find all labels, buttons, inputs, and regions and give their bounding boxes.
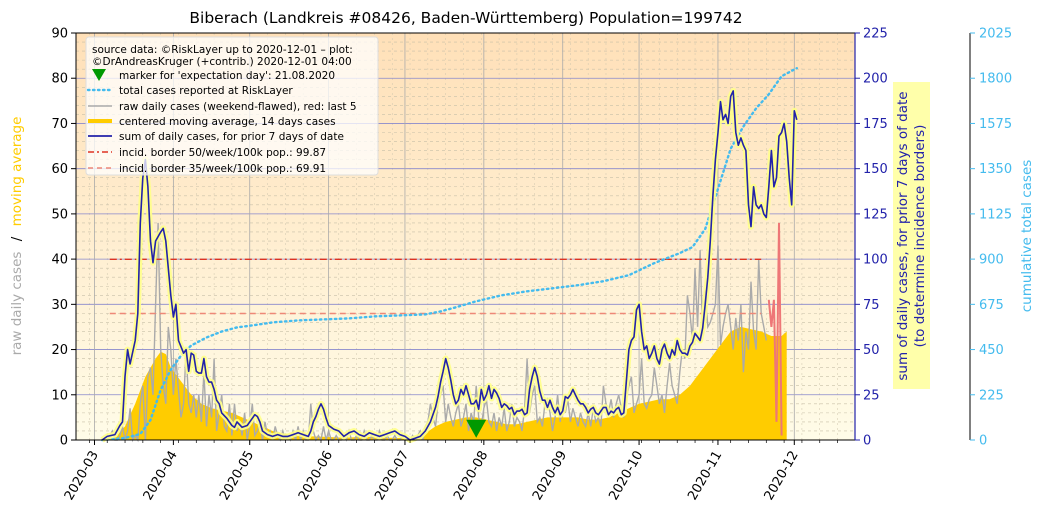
right2-tick-label: 1575 <box>979 117 1012 132</box>
x-tick-label: 2020-03 <box>62 449 102 504</box>
x-axis: 2020-03 2020-04 2020-05 2020-06 2020-07 2020-… <box>62 440 838 503</box>
series-raw-last5 <box>767 222 783 436</box>
left-axis-label-raw: raw daily cases <box>9 252 25 356</box>
left-tick-label: 80 <box>51 72 68 87</box>
legend-entry: total cases reported at RiskLayer <box>119 85 293 97</box>
legend-marker-triangle <box>92 69 106 81</box>
left-tick-label: 40 <box>51 253 68 268</box>
right2-tick-label: 1800 <box>979 72 1012 87</box>
left-tick-label: 50 <box>51 207 68 222</box>
right1-tick-label: 200 <box>863 72 888 87</box>
left-axis-label-ma: moving average <box>9 117 25 227</box>
right1-tick-label: 225 <box>863 27 888 42</box>
x-tick-label: 2020-05 <box>217 449 257 504</box>
left-tick-label: 10 <box>51 388 68 403</box>
right1-tick-label: 75 <box>863 298 880 313</box>
right2-tick-label: 1350 <box>979 162 1012 177</box>
expectation-day-marker <box>466 419 487 438</box>
legend-entry: ©DrAndreasKruger (+contrib.) 2020-12-01 … <box>92 56 352 68</box>
x-tick-label: 2020-08 <box>451 449 491 504</box>
moving-average-area <box>102 326 787 440</box>
chart-title: Biberach (Landkreis #08426, Baden-Württe… <box>189 9 742 27</box>
right1-tick-label: 150 <box>863 162 888 177</box>
right1-tick-label: 100 <box>863 253 888 268</box>
left-axis-label-slash: / <box>9 236 25 241</box>
right-axis-1-label-line2: (to determine incidence borders) <box>912 125 928 348</box>
right2-tick-label: 2025 <box>979 27 1012 42</box>
right2-tick-label: 1125 <box>979 207 1012 222</box>
right2-tick-label: 225 <box>979 388 1004 403</box>
legend-entry: incid. border 35/week/100k pop.: 69.91 <box>119 163 326 175</box>
left-tick-label: 30 <box>51 298 68 313</box>
right-axis-cumulative: 0 225 450 675 900 1125 1350 1575 1800 2025 <box>969 27 1012 449</box>
right2-tick-label: 900 <box>979 253 1004 268</box>
left-tick-label: 70 <box>51 117 68 132</box>
right-axis-2-label: cumulative total cases <box>1019 160 1035 313</box>
legend-entry: incid. border 50/week/100k pop.: 99.87 <box>119 147 326 159</box>
right-axis-1-label-box <box>893 82 930 389</box>
right2-tick-label: 0 <box>979 434 987 449</box>
right-axis-weekly-sum: 0 25 50 75 100 125 150 175 200 225 <box>854 27 888 449</box>
legend-entry: raw daily cases (weekend-flawed), red: l… <box>119 101 357 113</box>
x-tick-label: 2020-04 <box>141 449 181 504</box>
x-tick-label: 2020-10 <box>606 449 646 504</box>
x-tick-label: 2020-07 <box>372 449 412 504</box>
x-tick-label: 2020-09 <box>530 449 570 504</box>
left-tick-label: 90 <box>51 27 68 42</box>
legend-entry: centered moving average, 14 days cases <box>119 116 336 128</box>
series-moving-average-fill <box>102 326 787 440</box>
left-axis-label: raw daily cases / moving average <box>9 117 25 356</box>
legend: source data: ©RiskLayer up to 2020-12-01… <box>85 36 379 176</box>
left-tick-label: 20 <box>51 343 68 358</box>
right1-tick-label: 50 <box>863 343 880 358</box>
left-tick-label: 60 <box>51 162 68 177</box>
right1-tick-label: 25 <box>863 388 880 403</box>
right1-tick-label: 175 <box>863 117 888 132</box>
legend-entry: marker for 'expectation day': 21.08.2020 <box>119 70 335 82</box>
x-tick-label: 2020-06 <box>296 449 336 504</box>
legend-entry: source data: ©RiskLayer up to 2020-12-01… <box>92 44 353 56</box>
left-axis: 0 10 20 30 40 50 60 70 80 90 <box>51 27 76 449</box>
left-tick-label: 0 <box>60 434 68 449</box>
series-lines <box>100 67 800 443</box>
legend-entry: sum of daily cases, for prior 7 days of … <box>119 131 344 143</box>
right-axis-1-label-line1: sum of daily cases, for prior 7 days of … <box>895 91 911 380</box>
legend-box <box>85 36 379 176</box>
right2-tick-label: 450 <box>979 343 1004 358</box>
x-tick-label: 2020-11 <box>685 449 725 504</box>
right1-tick-label: 0 <box>863 434 871 449</box>
series-weekly-sum <box>101 90 798 441</box>
right2-tick-label: 675 <box>979 298 1004 313</box>
x-tick-label: 2020-12 <box>762 449 802 504</box>
right1-tick-label: 125 <box>863 207 888 222</box>
